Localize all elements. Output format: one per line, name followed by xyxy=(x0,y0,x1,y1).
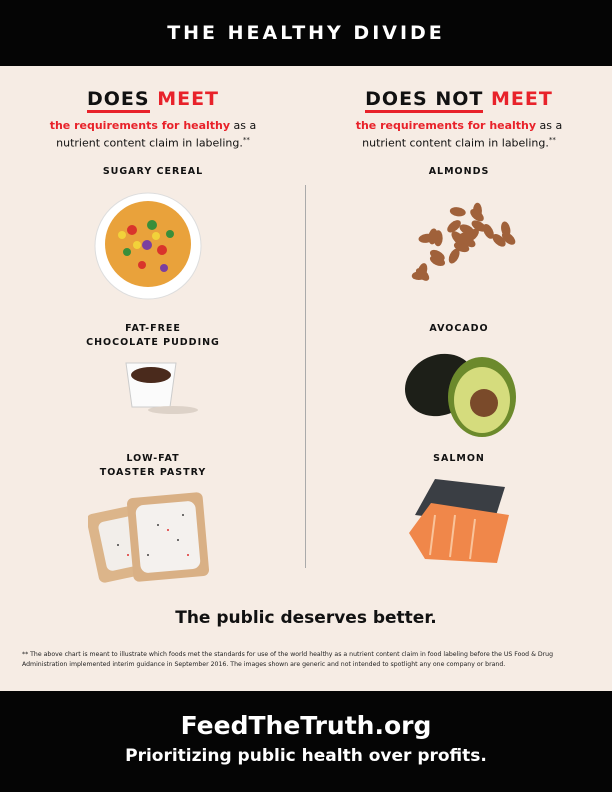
label-toaster-pastry: LOW-FAT TOASTER PASTRY xyxy=(0,452,306,480)
almond xyxy=(451,231,465,245)
avocado-image xyxy=(404,353,516,437)
footer-slogan: Prioritizing public health over profits. xyxy=(125,746,487,766)
sub-rest-2: nutrient content claim in labeling. xyxy=(56,136,243,150)
meet-word: MEET xyxy=(491,88,553,110)
footnote: ** The above chart is meant to illustrat… xyxy=(22,651,554,668)
label-avocado: AVOCADO xyxy=(306,322,612,336)
salmon-image xyxy=(409,479,509,563)
sub-red: the requirements for healthy xyxy=(355,119,537,132)
footer-site-link[interactable]: FeedTheTruth.org xyxy=(180,711,432,740)
does-not-meet-column: DOES NOT MEET the requirements for healt… xyxy=(306,88,612,151)
almonds-image xyxy=(411,202,516,281)
meet-word: MEET xyxy=(157,88,220,110)
sub-rest: as a xyxy=(536,119,563,132)
does-not-word: DOES NOT xyxy=(365,88,484,113)
almond xyxy=(483,223,494,239)
does-not-meet-subtitle: the requirements for healthy as a nutrien… xyxy=(306,118,612,151)
label-text: SALMON xyxy=(433,453,485,464)
cereal-bowl-image xyxy=(94,192,202,300)
footnote-mark: ** xyxy=(548,136,556,144)
label-text: ALMONDS xyxy=(428,166,490,177)
label-text: FAT-FREE xyxy=(125,323,181,334)
title-bar: THE HEALTHY DIVIDE xyxy=(0,0,612,66)
footnote-mark: ** xyxy=(242,136,250,144)
does-meet-column: DOES MEET the requirements for healthy a… xyxy=(0,88,306,151)
does-not-meet-heading: DOES NOT MEET xyxy=(306,88,612,113)
almond xyxy=(415,268,430,281)
sub-rest: as a xyxy=(230,119,257,132)
label-sugary-cereal: SUGARY CEREAL xyxy=(0,165,306,179)
almond xyxy=(449,207,466,217)
column-divider xyxy=(305,185,306,568)
almond xyxy=(501,221,511,238)
almond xyxy=(429,255,446,266)
almond xyxy=(492,233,506,247)
label-text: TOASTER PASTRY xyxy=(99,467,207,478)
does-meet-heading: DOES MEET xyxy=(0,88,306,113)
almond xyxy=(447,220,461,233)
label-pudding: FAT-FREE CHOCOLATE PUDDING xyxy=(0,322,306,350)
label-almonds: ALMONDS xyxy=(306,165,612,179)
almond xyxy=(465,228,479,242)
label-text: CHOCOLATE PUDDING xyxy=(86,337,220,348)
almond xyxy=(448,248,460,264)
sub-rest-2: nutrient content claim in labeling. xyxy=(362,136,549,150)
does-word: DOES xyxy=(86,88,150,113)
label-salmon: SALMON xyxy=(306,452,612,466)
label-text: AVOCADO xyxy=(429,323,489,334)
tagline: The public deserves better. xyxy=(175,608,437,628)
almond xyxy=(428,228,438,245)
pudding-cup-image xyxy=(125,362,198,414)
almond xyxy=(470,208,484,222)
page-title: THE HEALTHY DIVIDE xyxy=(167,22,445,44)
label-text: LOW-FAT xyxy=(126,453,180,464)
does-meet-subtitle: the requirements for healthy as a nutrien… xyxy=(0,118,306,151)
footer-bar: FeedTheTruth.org Prioritizing public hea… xyxy=(0,691,612,792)
label-text: SUGARY CEREAL xyxy=(102,166,204,177)
sub-red: the requirements for healthy xyxy=(49,119,231,132)
toaster-pastry-image xyxy=(88,492,210,583)
